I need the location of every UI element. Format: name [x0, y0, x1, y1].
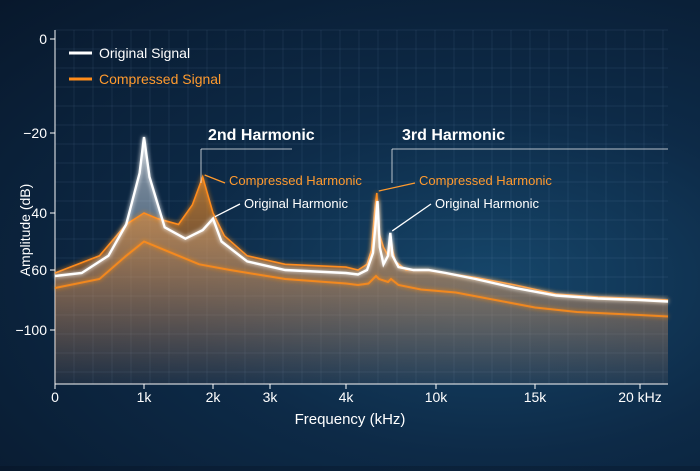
legend-label-original: Original Signal [99, 45, 190, 61]
legend: Original Signal Compressed Signal [69, 45, 221, 87]
y-tick-label: −20 [23, 125, 47, 141]
compressed-signal-area [55, 177, 668, 384]
original-harmonic-label: Original Harmonic [244, 196, 349, 211]
x-tick-label: 4k [339, 389, 355, 405]
x-tick-label: 2k [206, 389, 222, 405]
x-tick-labels: 0 1k 2k 3k 4k 10k 15k 20 kHz [51, 384, 662, 405]
compressed-harmonic-leader [378, 182, 416, 192]
y-tick-label: −100 [15, 322, 47, 338]
legend-label-compressed: Compressed Signal [99, 71, 221, 87]
harmonic-title: 2nd Harmonic [208, 127, 315, 144]
y-tick-label: 60 [31, 262, 47, 278]
x-tick-label: 3k [263, 389, 279, 405]
x-axis-title: Frequency (kHz) [295, 411, 406, 428]
x-tick-label: 10k [425, 389, 449, 405]
x-tick-label: 1k [137, 389, 153, 405]
compressed-harmonic-leader [204, 174, 226, 184]
compressed-harmonic-label: Compressed Harmonic [229, 173, 362, 188]
compressed-floor-line [54, 240, 669, 318]
original-harmonic-leader [214, 203, 241, 218]
original-signal-line [54, 136, 669, 303]
harmonic-title: 3rd Harmonic [402, 127, 505, 144]
y-tick-label: 40 [31, 205, 47, 221]
x-tick-label: 15k [524, 389, 548, 405]
compressed-signal-line [54, 174, 669, 301]
y-axis-title: Amplitude (dB) [17, 184, 33, 277]
y-tick-labels: 0 −20 40 60 −100 [15, 31, 55, 338]
original-harmonic-label: Original Harmonic [435, 196, 540, 211]
x-tick-label: 20 kHz [618, 389, 662, 405]
original-harmonic-leader [391, 203, 432, 232]
harmonic-annotations: 2nd Harmonic Compressed Harmonic Original … [200, 127, 668, 232]
series [54, 136, 669, 384]
x-tick-label: 0 [51, 389, 59, 405]
y-tick-label: 0 [39, 31, 47, 47]
compressed-harmonic-label: Compressed Harmonic [419, 173, 552, 188]
